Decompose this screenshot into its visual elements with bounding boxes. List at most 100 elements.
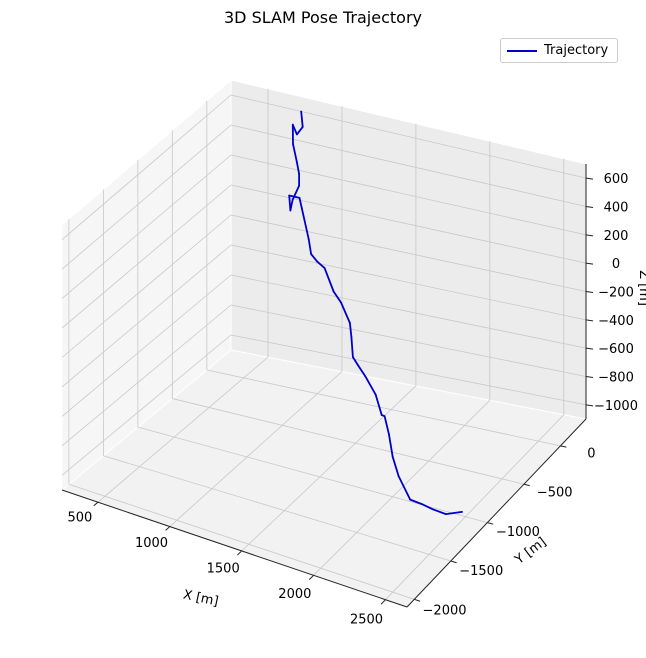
trajectory-point xyxy=(350,336,353,338)
x-tick-label: 2000 xyxy=(278,587,311,602)
trajectory-point xyxy=(288,194,291,197)
grid-line-y-floor xyxy=(68,483,415,600)
x-tick-label: 1000 xyxy=(135,536,168,551)
z-tick-mark xyxy=(585,177,594,180)
legend-label-trajectory: Trajectory xyxy=(544,43,609,58)
y-tick-label: −1000 xyxy=(496,525,540,540)
y-tick-mark xyxy=(487,522,494,525)
trajectory-point xyxy=(300,207,303,210)
grid-line-z-back xyxy=(230,214,587,292)
grid-line-z-back xyxy=(230,154,587,236)
trajectory-point xyxy=(298,197,301,199)
y-tick-label: −1500 xyxy=(459,564,503,579)
z-tick-label: 400 xyxy=(604,201,629,216)
y-tick-mark xyxy=(560,445,567,448)
z-tick-mark xyxy=(585,404,594,407)
side-pane xyxy=(61,78,232,492)
trajectory-point xyxy=(298,184,300,187)
grid-line-z-back xyxy=(230,94,587,179)
grid-line-z-back xyxy=(230,244,587,321)
grid-line-x-floor xyxy=(313,400,491,576)
trajectory-point xyxy=(421,503,423,505)
grid-lines xyxy=(61,88,587,600)
trajectory-point xyxy=(296,161,298,164)
grid-line-z-side xyxy=(61,154,232,299)
y-tick-mark xyxy=(450,560,457,564)
z-tick-label: −800 xyxy=(598,371,634,386)
trajectory-point xyxy=(383,415,386,418)
grid-line-z-side xyxy=(61,94,232,241)
y-tick-mark xyxy=(414,598,421,602)
legend: Trajectory xyxy=(500,38,618,63)
trajectory-point xyxy=(388,433,390,436)
trajectory-point xyxy=(291,123,294,126)
z-tick-label: −400 xyxy=(598,314,634,329)
trajectory-point xyxy=(289,209,292,212)
trajectory-point xyxy=(380,414,383,416)
grid-line-z-side xyxy=(61,124,232,270)
z-tick-label: 600 xyxy=(604,172,629,187)
trajectory-point xyxy=(409,498,412,501)
z-tick-label: 0 xyxy=(612,257,620,272)
x-tick-label: 500 xyxy=(67,511,92,526)
trajectory-point xyxy=(374,393,377,396)
y-tick-label: −2000 xyxy=(423,603,467,618)
trajectory-point xyxy=(310,253,312,255)
trajectory-point xyxy=(340,301,342,304)
z-tick-mark xyxy=(585,376,594,378)
z-tick-mark xyxy=(585,319,594,322)
grid-line-y-floor xyxy=(103,455,451,562)
axis-ticks: 500 1000 1500 2000 2500 −2000 −1500 −1000 −500 0 −… xyxy=(67,172,638,627)
x-tick-mark xyxy=(380,599,386,605)
trajectory-point xyxy=(352,356,354,358)
trajectory-point xyxy=(332,290,335,293)
grid-line-z-side xyxy=(61,304,232,447)
trajectory-point xyxy=(298,173,300,175)
z-tick-mark xyxy=(585,347,594,350)
grid-line-z-back xyxy=(230,334,587,406)
grid-line-z-side xyxy=(61,184,232,329)
trajectory-point xyxy=(307,238,310,241)
legend-swatch-trajectory xyxy=(507,50,537,52)
grid-line-y-floor xyxy=(206,369,561,447)
grid-line-x-floor xyxy=(169,371,343,527)
grid-line-z-back xyxy=(230,274,587,349)
trajectory-point xyxy=(397,475,400,477)
x-tick-mark xyxy=(165,526,171,531)
x-tick-label: 2500 xyxy=(350,612,383,627)
trajectory-point xyxy=(461,511,463,513)
trajectory-point xyxy=(357,364,359,367)
grid-line-x-floor xyxy=(97,356,269,503)
chart-title: 3D SLAM Pose Trajectory xyxy=(224,8,422,27)
z-tick-mark xyxy=(585,234,594,237)
z-tick-label: −1000 xyxy=(594,399,638,414)
z-tick-label: −200 xyxy=(598,286,634,301)
series-group xyxy=(288,110,463,515)
x-tick-label: 1500 xyxy=(207,561,240,576)
grid-line-x-floor xyxy=(385,414,565,600)
grid-line-y-floor xyxy=(172,398,524,485)
z-tick-mark xyxy=(585,262,594,265)
trajectory-point xyxy=(296,133,298,136)
z-tick-label: −600 xyxy=(598,342,634,357)
trajectory-point xyxy=(391,455,394,458)
grid-line-z-side xyxy=(61,214,232,358)
trajectory-point xyxy=(323,267,326,269)
trajectory-point xyxy=(349,322,351,324)
x-tick-mark xyxy=(308,574,314,580)
trajectory-point xyxy=(301,126,304,128)
z-tick-mark xyxy=(585,206,594,208)
trajectory-point xyxy=(291,199,294,201)
y-axis-line xyxy=(406,418,587,608)
y-tick-label: −500 xyxy=(537,486,573,501)
trajectory-point xyxy=(445,513,447,515)
grid-line-z-side xyxy=(61,274,232,417)
grid-line-z-back xyxy=(230,124,587,207)
grid-line-z-side xyxy=(61,334,232,476)
z-tick-label: 200 xyxy=(604,229,629,244)
grid-line-z-side xyxy=(61,244,232,388)
grid-line-x-floor xyxy=(241,385,417,552)
z-tick-mark xyxy=(585,291,594,293)
trajectory-point xyxy=(431,508,434,511)
